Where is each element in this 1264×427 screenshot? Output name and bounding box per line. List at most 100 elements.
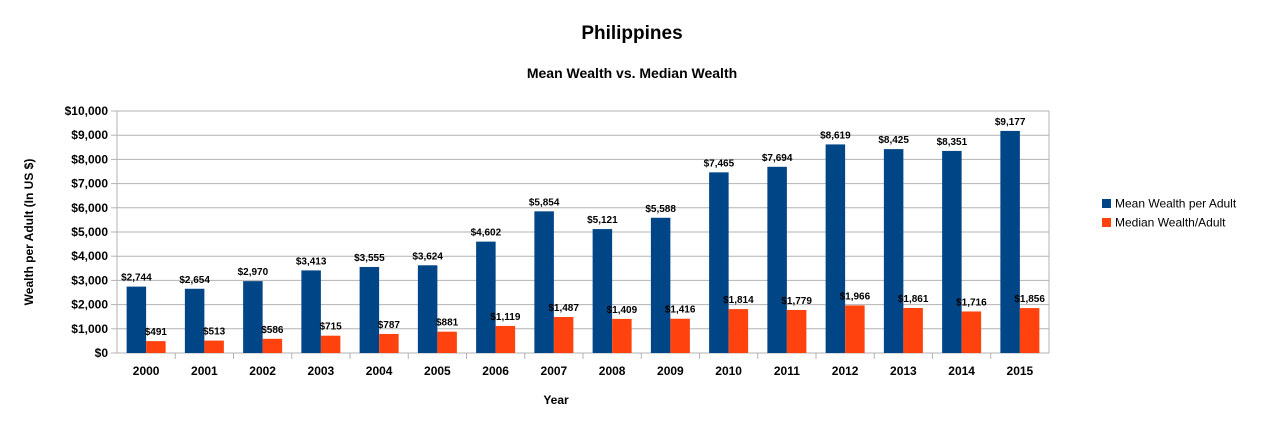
- x-tick-label: 2012: [832, 364, 859, 378]
- mean-data-label: $5,854: [529, 197, 560, 208]
- median-bar: [379, 333, 399, 353]
- median-bar: [495, 325, 516, 353]
- mean-data-label: $7,694: [762, 153, 793, 164]
- mean-data-label: $7,465: [704, 158, 735, 169]
- y-axis-title: Wealth per Adult (In US $): [22, 159, 36, 306]
- legend-swatch: [1102, 199, 1111, 208]
- x-tick-label: 2002: [249, 364, 276, 378]
- mean-data-label: $8,425: [878, 135, 909, 146]
- mean-bar: [243, 281, 263, 353]
- median-data-label: $1,409: [607, 305, 638, 316]
- x-axis: 2000 2001 2002 2003 2004 2005 2006 2007 2008 2009…: [133, 353, 1034, 378]
- median-bar: [786, 309, 807, 353]
- chart-subtitle: Mean Wealth vs. Median Wealth: [527, 65, 737, 81]
- median-bar: [320, 335, 341, 353]
- legend-label: Mean Wealth per Adult: [1115, 197, 1237, 211]
- mean-bar: [709, 172, 729, 353]
- mean-data-label: $8,619: [820, 130, 851, 141]
- median-bar: [612, 318, 632, 353]
- median-bar: [670, 318, 690, 353]
- median-data-label: $1,119: [490, 312, 520, 323]
- mean-data-label: $3,624: [412, 251, 443, 262]
- median-data-label: $491: [145, 327, 168, 338]
- mean-bar: [883, 149, 904, 353]
- median-data-label: $1,487: [548, 303, 579, 314]
- y-tick-label: $8,000: [71, 152, 108, 166]
- bars: $2,744 $491 $2,654 $513 $2,970 $586 $3,413 $715…: [121, 117, 1045, 353]
- median-data-label: $715: [320, 322, 343, 333]
- median-data-label: $1,716: [956, 297, 987, 308]
- mean-data-label: $8,351: [937, 137, 968, 148]
- mean-data-label: $3,413: [296, 256, 327, 267]
- y-tick-label: $10,000: [65, 104, 109, 118]
- median-bar: [903, 307, 923, 353]
- median-data-label: $513: [203, 327, 226, 338]
- mean-bar: [534, 211, 554, 353]
- x-tick-label: 2004: [366, 364, 393, 378]
- y-tick-label: $5,000: [71, 225, 108, 239]
- median-bar: [262, 338, 283, 353]
- x-tick-label: 2011: [774, 364, 800, 378]
- mean-bar: [650, 217, 671, 353]
- y-axis: $0 $1,000 $2,000 $3,000 $4,000 $5,000 $6,000 $7…: [65, 104, 117, 360]
- mean-bar: [184, 288, 205, 353]
- x-tick-label: 2010: [715, 364, 742, 378]
- mean-bar: [417, 265, 438, 353]
- y-tick-label: $6,000: [71, 201, 108, 215]
- mean-bar: [825, 144, 846, 353]
- mean-data-label: $5,121: [587, 215, 618, 226]
- mean-bar: [301, 270, 321, 353]
- x-tick-label: 2001: [191, 364, 218, 378]
- y-tick-label: $3,000: [71, 273, 108, 287]
- legend-label: Median Wealth/Adult: [1115, 216, 1226, 230]
- median-data-label: $1,779: [781, 296, 812, 307]
- y-tick-label: $4,000: [71, 249, 108, 263]
- mean-bar: [476, 241, 496, 353]
- x-tick-label: 2000: [133, 364, 160, 378]
- chart-title: Philippines: [581, 23, 682, 44]
- median-data-label: $787: [378, 320, 401, 331]
- mean-bar: [592, 229, 613, 353]
- median-data-label: $1,416: [665, 305, 696, 316]
- x-tick-label: 2013: [890, 364, 917, 378]
- legend: Mean Wealth per Adult Median Wealth/Adult: [1102, 197, 1237, 230]
- mean-data-label: $4,602: [471, 228, 502, 239]
- mean-bar: [126, 286, 147, 353]
- median-data-label: $586: [261, 325, 284, 336]
- mean-data-label: $2,654: [179, 275, 210, 286]
- median-bar: [146, 341, 166, 353]
- median-data-label: $1,966: [840, 291, 871, 302]
- median-bar: [845, 305, 865, 353]
- y-tick-label: $0: [95, 346, 109, 360]
- mean-data-label: $9,177: [995, 117, 1026, 128]
- x-tick-label: 2009: [657, 364, 684, 378]
- y-tick-label: $7,000: [71, 177, 108, 191]
- median-bar: [961, 311, 982, 353]
- median-data-label: $1,856: [1014, 294, 1045, 305]
- x-tick-label: 2006: [482, 364, 509, 378]
- median-bar: [553, 317, 574, 353]
- mean-bar: [359, 266, 380, 353]
- median-data-label: $881: [436, 318, 459, 329]
- y-tick-label: $2,000: [71, 298, 108, 312]
- median-bar: [728, 309, 749, 353]
- x-tick-label: 2007: [541, 364, 568, 378]
- x-axis-title: Year: [543, 393, 569, 407]
- mean-bar: [767, 166, 787, 353]
- legend-swatch: [1102, 218, 1111, 227]
- x-tick-label: 2014: [948, 364, 975, 378]
- mean-bar: [942, 150, 962, 353]
- median-data-label: $1,814: [723, 295, 754, 306]
- median-data-label: $1,861: [898, 294, 929, 305]
- x-tick-label: 2015: [1007, 364, 1034, 378]
- median-bar: [204, 340, 224, 353]
- mean-data-label: $5,588: [645, 204, 676, 215]
- mean-bar: [1000, 130, 1020, 353]
- mean-data-label: $2,744: [121, 273, 152, 284]
- y-tick-label: $1,000: [71, 322, 108, 336]
- x-tick-label: 2005: [424, 364, 451, 378]
- mean-data-label: $2,970: [238, 267, 269, 278]
- mean-data-label: $3,555: [354, 253, 385, 264]
- median-bar: [437, 331, 457, 353]
